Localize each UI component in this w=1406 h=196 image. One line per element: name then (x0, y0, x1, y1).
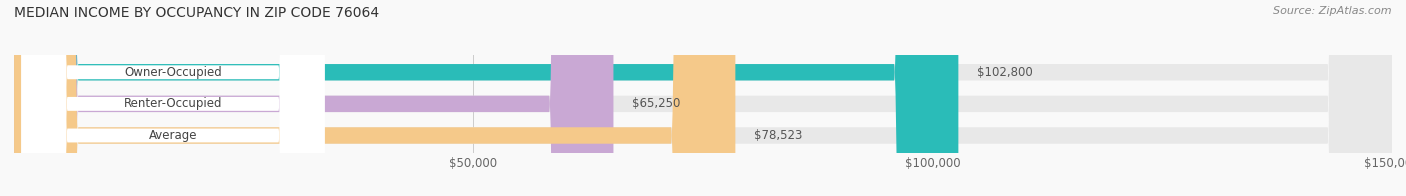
Text: Owner-Occupied: Owner-Occupied (124, 66, 222, 79)
Text: Renter-Occupied: Renter-Occupied (124, 97, 222, 110)
FancyBboxPatch shape (21, 0, 325, 196)
FancyBboxPatch shape (14, 0, 1392, 196)
FancyBboxPatch shape (14, 0, 1392, 196)
Text: $65,250: $65,250 (631, 97, 681, 110)
FancyBboxPatch shape (21, 0, 325, 196)
Text: Source: ZipAtlas.com: Source: ZipAtlas.com (1274, 6, 1392, 16)
Text: MEDIAN INCOME BY OCCUPANCY IN ZIP CODE 76064: MEDIAN INCOME BY OCCUPANCY IN ZIP CODE 7… (14, 6, 380, 20)
FancyBboxPatch shape (14, 0, 613, 196)
Text: $102,800: $102,800 (977, 66, 1032, 79)
FancyBboxPatch shape (14, 0, 1392, 196)
Text: $78,523: $78,523 (754, 129, 801, 142)
Text: Average: Average (149, 129, 197, 142)
FancyBboxPatch shape (21, 0, 325, 196)
FancyBboxPatch shape (14, 0, 735, 196)
FancyBboxPatch shape (14, 0, 959, 196)
